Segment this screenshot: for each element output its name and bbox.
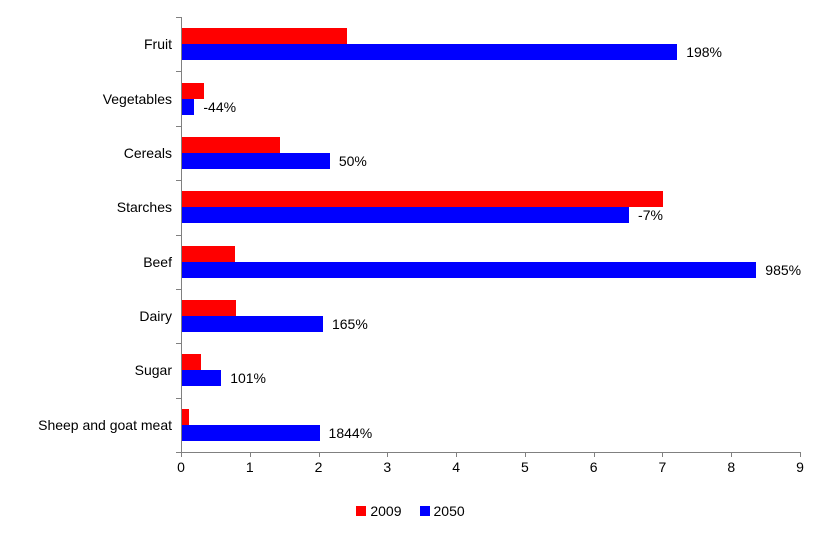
category-label: Sheep and goat meat xyxy=(38,416,172,433)
category-label: Fruit xyxy=(144,36,172,53)
x-axis-tick-label: 9 xyxy=(796,459,804,475)
y-axis-tick xyxy=(176,180,181,182)
y-axis-tick xyxy=(176,343,181,345)
bar-2009 xyxy=(182,354,201,371)
bar-value-label: 198% xyxy=(686,44,722,61)
x-axis-tick xyxy=(456,453,458,457)
bar-value-label: 1844% xyxy=(328,424,373,441)
x-axis-tick xyxy=(524,453,526,457)
x-axis-tick-label: 1 xyxy=(245,459,254,475)
x-axis-tick xyxy=(318,453,320,457)
legend-label: 2050 xyxy=(433,503,465,519)
category-label: Cereals xyxy=(123,144,172,161)
x-axis-tick xyxy=(662,453,664,457)
y-axis-tick xyxy=(176,397,181,399)
legend-swatch xyxy=(419,506,430,516)
x-axis-tick xyxy=(731,453,733,457)
x-axis-tick xyxy=(181,453,182,457)
y-axis-tick xyxy=(176,71,181,73)
category-label: Beef xyxy=(143,253,172,270)
bar-2009 xyxy=(182,408,189,425)
category-label: Dairy xyxy=(139,308,172,325)
bar-2050 xyxy=(182,152,330,169)
bar-value-label: 165% xyxy=(331,316,368,333)
bar-2009 xyxy=(182,191,663,208)
x-axis-tick-label: 3 xyxy=(383,459,392,475)
legend-item-2050: 2050 xyxy=(419,503,465,519)
bar-value-label: 50% xyxy=(338,152,367,169)
bar-2050 xyxy=(182,316,323,333)
y-axis-tick xyxy=(176,234,181,236)
bar-value-label: 985% xyxy=(765,261,802,278)
category-label: Vegetables xyxy=(102,90,172,107)
y-axis-line xyxy=(181,17,182,452)
x-axis-tick-label: 4 xyxy=(452,459,460,475)
bar-2009 xyxy=(182,82,204,99)
category-label: Sugar xyxy=(134,362,172,379)
bar-value-label: -7% xyxy=(638,207,663,224)
bar-value-label: 101% xyxy=(230,370,267,387)
legend: 2009 2050 xyxy=(0,503,821,519)
y-axis-tick xyxy=(176,452,181,453)
x-axis-tick xyxy=(387,453,389,457)
legend-label: 2009 xyxy=(370,503,402,519)
x-axis-tick xyxy=(249,453,251,457)
x-axis-tick-label: 6 xyxy=(589,459,598,475)
bar-2050 xyxy=(182,424,320,441)
bar-2009 xyxy=(182,245,235,262)
bar-value-label: -44% xyxy=(203,98,237,115)
x-axis-tick-label: 0 xyxy=(177,459,185,475)
bar-2050 xyxy=(182,98,194,115)
bar-2009 xyxy=(182,136,280,153)
bar-2009 xyxy=(182,300,236,317)
bar-2009 xyxy=(182,28,347,45)
x-axis-tick-label: 8 xyxy=(727,459,736,475)
category-label: Starches xyxy=(116,199,172,216)
bar-2050 xyxy=(182,207,629,224)
y-axis-tick xyxy=(176,288,181,290)
legend-item-2009: 2009 xyxy=(356,503,402,519)
y-axis-tick xyxy=(176,125,181,127)
x-axis-tick-label: 5 xyxy=(520,459,529,475)
x-axis-tick-label: 7 xyxy=(658,459,667,475)
x-axis-line xyxy=(181,452,801,453)
bar-2050 xyxy=(182,44,677,61)
x-axis-tick xyxy=(800,453,801,457)
legend-swatch xyxy=(356,506,367,516)
bar-2050 xyxy=(182,370,221,387)
x-axis-tick xyxy=(593,453,595,457)
x-axis-tick-label: 2 xyxy=(314,459,323,475)
y-axis-tick xyxy=(176,17,181,18)
bar-2050 xyxy=(182,261,756,278)
